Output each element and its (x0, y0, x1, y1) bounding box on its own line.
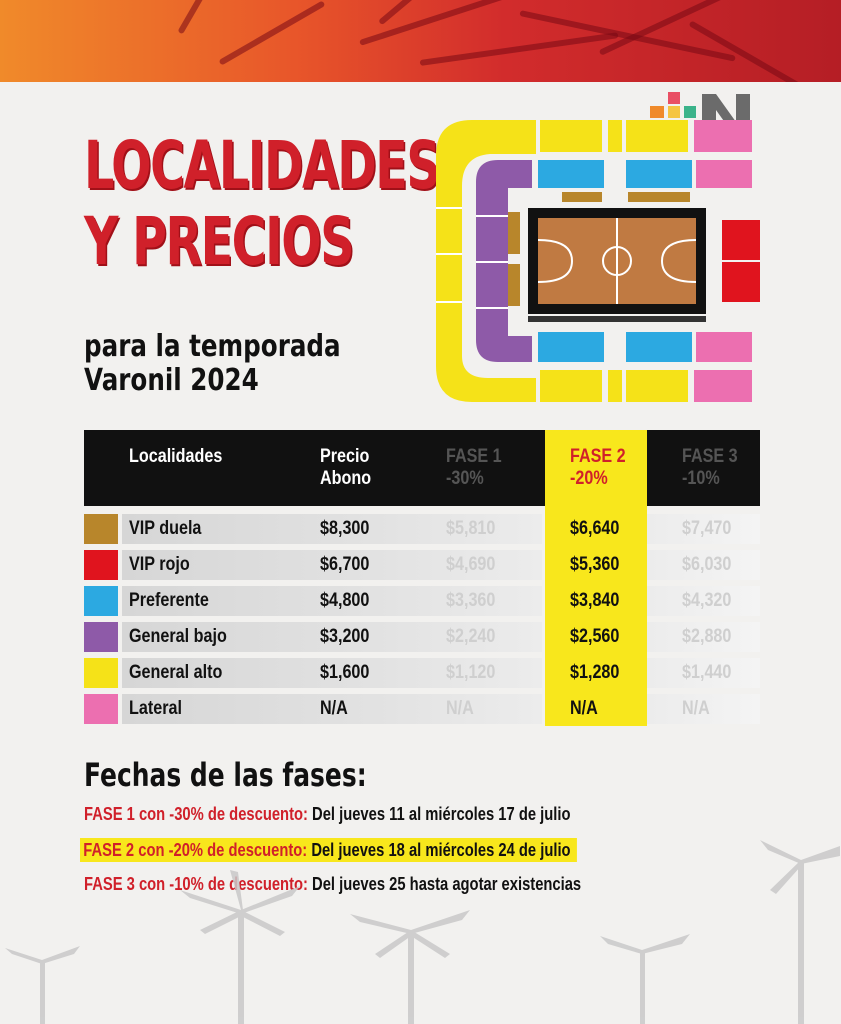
row-fase2: $1,280 (570, 662, 620, 683)
table-row: General bajo $3,200 $2,240 $2,560 $2,880 (84, 622, 760, 652)
preferente-swatch (84, 586, 118, 616)
row-fase1: N/A (446, 698, 474, 719)
row-fase1: $5,810 (446, 518, 496, 539)
row-fase3: $2,880 (682, 626, 732, 647)
header-precio-line1: Precio (320, 446, 370, 467)
vip-duela-swatch (84, 514, 118, 544)
row-precio: N/A (320, 698, 348, 719)
header-fase2-line1: FASE 2 (570, 446, 626, 467)
table-header (84, 430, 760, 506)
row-precio: $8,300 (320, 518, 370, 539)
subtitle-line-2: Varonil 2024 (84, 363, 259, 398)
fase1-label: FASE 1 con -30% de descuento: (84, 804, 308, 824)
fase3-dates: FASE 3 con -10% de descuento: Del jueves… (84, 872, 581, 896)
row-fase2: $6,640 (570, 518, 620, 539)
title-line-1: LOCALIDADES (84, 127, 441, 204)
arena-seating-map (436, 120, 760, 402)
table-row: Preferente $4,800 $3,360 $3,840 $4,320 (84, 586, 760, 616)
lateral-swatch (84, 694, 118, 724)
header-fase1-line1: FASE 1 (446, 446, 502, 467)
fechas-title: Fechas de las fases: (84, 756, 367, 794)
row-fase2: $3,840 (570, 590, 620, 611)
header-fase1: FASE 1 -30% (446, 446, 502, 490)
fase1-dates: FASE 1 con -30% de descuento: Del jueves… (84, 802, 570, 826)
header-precio: Precio Abono (320, 446, 371, 490)
row-name: General bajo (129, 626, 227, 647)
row-name: General alto (129, 662, 223, 683)
page-subtitle: para la temporada Varonil 2024 (84, 330, 341, 398)
fase1-value: Del jueves 11 al miércoles 17 de julio (312, 804, 571, 824)
row-fase2: $2,560 (570, 626, 620, 647)
row-name: Lateral (129, 698, 182, 719)
row-fase3: $6,030 (682, 554, 732, 575)
row-fase3: N/A (682, 698, 710, 719)
row-fase1: $2,240 (446, 626, 496, 647)
fase2-dates: FASE 2 con -20% de descuento: Del jueves… (80, 838, 578, 862)
price-table: Localidades Precio Abono FASE 1 -30% FAS… (84, 430, 760, 726)
row-precio: $6,700 (320, 554, 370, 575)
fase3-value: Del jueves 25 hasta agotar existencias (312, 874, 582, 894)
header-fase2-line2: -20% (570, 468, 608, 489)
header-fase3: FASE 3 -10% (682, 446, 738, 490)
page-title: LOCALIDADES Y PRECIOS (84, 127, 441, 280)
table-row: General alto $1,600 $1,120 $1,280 $1,440 (84, 658, 760, 688)
header-fase2: FASE 2 -20% (570, 446, 626, 490)
row-fase1: $3,360 (446, 590, 496, 611)
header-fase3-line1: FASE 3 (682, 446, 738, 467)
row-fase3: $7,470 (682, 518, 732, 539)
fase2-value: Del jueves 18 al miércoles 24 de julio (311, 840, 571, 860)
row-name: Preferente (129, 590, 209, 611)
subtitle-line-1: para la temporada (84, 329, 341, 364)
top-decorative-band (0, 0, 841, 82)
row-fase1: $1,120 (446, 662, 496, 683)
header-fase1-line2: -30% (446, 468, 484, 489)
row-precio: $4,800 (320, 590, 370, 611)
header-precio-line2: Abono (320, 468, 372, 489)
fase3-label: FASE 3 con -10% de descuento: (84, 874, 308, 894)
row-fase2: $5,360 (570, 554, 620, 575)
general-alto-swatch (84, 658, 118, 688)
title-line-2: Y PRECIOS (84, 203, 354, 280)
fase2-highlight-column (545, 430, 647, 726)
table-row: VIP duela $8,300 $5,810 $6,640 $7,470 (84, 514, 760, 544)
general-bajo-swatch (84, 622, 118, 652)
table-row: VIP rojo $6,700 $4,690 $5,360 $6,030 (84, 550, 760, 580)
row-precio: $1,600 (320, 662, 370, 683)
row-name: VIP duela (129, 518, 202, 539)
header-fase3-line2: -10% (682, 468, 720, 489)
row-fase1: $4,690 (446, 554, 496, 575)
row-name: VIP rojo (129, 554, 190, 575)
fase2-label: FASE 2 con -20% de descuento: (83, 840, 308, 860)
row-precio: $3,200 (320, 626, 370, 647)
row-fase2: N/A (570, 698, 598, 719)
header-localidades: Localidades (129, 446, 223, 467)
row-fase3: $1,440 (682, 662, 732, 683)
row-fase3: $4,320 (682, 590, 732, 611)
table-row: Lateral N/A N/A N/A N/A (84, 694, 760, 724)
vip-rojo-swatch (84, 550, 118, 580)
palm-trees-decoration-icon (5, 840, 840, 1024)
